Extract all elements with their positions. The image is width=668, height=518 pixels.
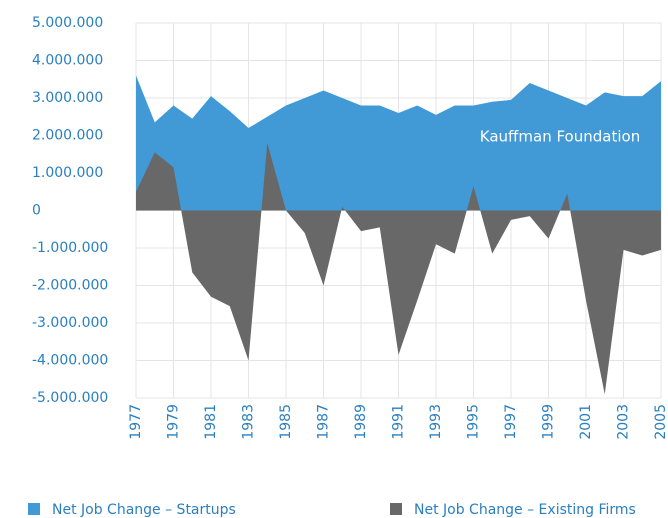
- x-tick-label: 1985: [278, 404, 294, 440]
- x-tick-label: 1991: [391, 404, 407, 440]
- x-tick-label: 1989: [353, 404, 369, 440]
- x-tick-label: 1993: [428, 404, 444, 440]
- y-tick-label: 5.000.000: [32, 15, 103, 31]
- y-tick-label: 3.000.000: [32, 90, 103, 106]
- x-tick-label: 1977: [128, 404, 144, 440]
- annotation: Kauffman Foundation: [480, 128, 640, 146]
- y-tick-label: -3.000.000: [32, 315, 108, 331]
- legend-swatch: [28, 503, 40, 515]
- y-tick-label: -1.000.000: [32, 240, 108, 256]
- area: [136, 143, 661, 395]
- x-tick-label: 2005: [653, 404, 668, 440]
- labels: 5.000.000 4.000.000 3.000.000 2.000.000 1.00…: [28, 15, 668, 518]
- areas: [136, 75, 661, 395]
- x-tick-label: 2003: [616, 404, 632, 440]
- legend-swatch: [390, 503, 402, 515]
- y-tick-label: -2.000.000: [32, 278, 108, 294]
- y-tick-label: 1.000.000: [32, 165, 103, 181]
- y-tick-label: -5.000.000: [32, 390, 108, 406]
- x-tick-label: 1979: [166, 404, 182, 440]
- y-tick-label: 2.000.000: [32, 128, 103, 144]
- y-tick-label: 4.000.000: [32, 53, 103, 69]
- x-tick-label: 1999: [541, 404, 557, 440]
- x-tick-label: 1981: [203, 404, 219, 440]
- legend-label: Net Job Change – Startups: [52, 502, 236, 518]
- y-tick-label: 0: [32, 203, 41, 219]
- x-tick-label: 2001: [578, 404, 594, 440]
- x-tick-label: 1995: [466, 404, 482, 440]
- y-tick-label: -4.000.000: [32, 353, 108, 369]
- legend-label: Net Job Change – Existing Firms: [414, 502, 636, 518]
- x-tick-label: 1983: [241, 404, 257, 440]
- x-tick-label: 1997: [503, 404, 519, 440]
- x-tick-label: 1987: [316, 404, 332, 440]
